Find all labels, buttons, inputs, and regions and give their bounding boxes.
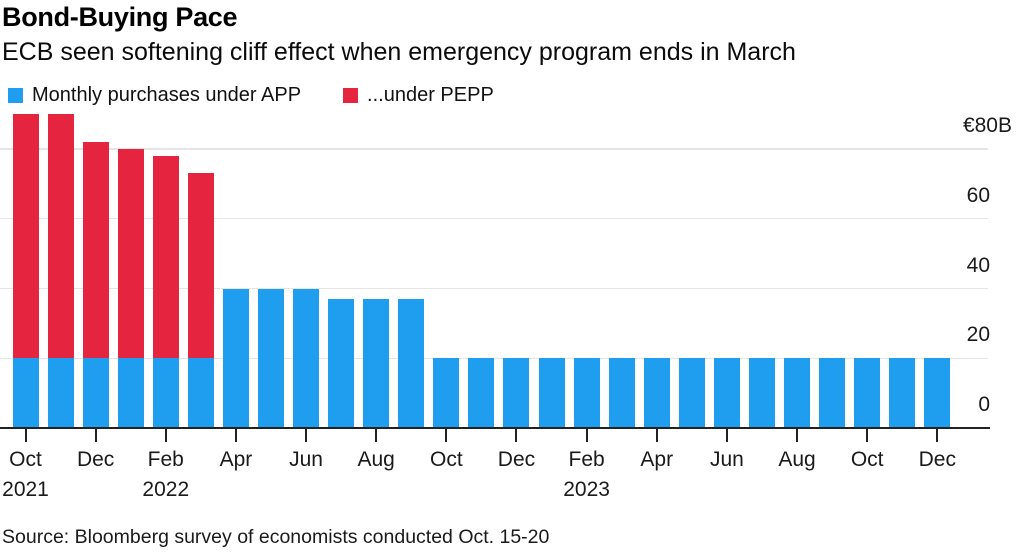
bar-pepp-dec-2021	[82, 142, 109, 359]
bar-pepp-mar-2022	[187, 173, 214, 359]
legend-label-pepp: ...under PEPP	[367, 84, 494, 106]
y-tick-label-60: 60	[966, 183, 990, 207]
x-tick-label: Dec	[918, 448, 956, 471]
x-tick	[655, 429, 658, 442]
bar-app-dec-2023	[924, 358, 951, 428]
legend-swatch-pepp-icon	[343, 88, 359, 103]
bar-app-jun-2023	[713, 358, 740, 428]
x-year-label: 2022	[142, 478, 190, 501]
bar-app-jun-2022	[293, 288, 320, 428]
x-tick-label: Jun	[709, 448, 744, 471]
x-tick	[796, 429, 799, 442]
bar-app-oct-2023	[854, 358, 881, 428]
chart-title: Bond-Buying Pace	[2, 2, 238, 32]
x-tick	[725, 429, 728, 442]
bar-app-oct-2022	[433, 358, 460, 428]
legend-item-app: Monthly purchases under APP	[8, 84, 301, 107]
bar-app-apr-2023	[643, 358, 670, 428]
x-tick	[164, 429, 167, 442]
legend-swatch-app-icon	[8, 88, 23, 103]
bar-app-aug-2022	[363, 298, 390, 428]
x-tick-label: Aug	[778, 448, 816, 471]
source-note: Source: Bloomberg survey of economists c…	[2, 526, 550, 548]
bar-app-jan-2023	[538, 358, 565, 428]
x-tick	[936, 429, 939, 442]
gridline-20	[0, 357, 988, 359]
x-tick	[866, 429, 869, 442]
gridline-80	[0, 148, 988, 150]
x-tick-label: Oct	[429, 448, 463, 471]
legend-label-app: Monthly purchases under APP	[32, 84, 302, 106]
bar-app-sep-2022	[398, 298, 425, 428]
x-tick-label: Oct	[9, 448, 42, 471]
bar-pepp-feb-2022	[152, 155, 179, 359]
bar-app-mar-2022	[187, 358, 214, 428]
legend-item-pepp: ...under PEPP	[343, 84, 494, 107]
bar-app-mar-2023	[608, 358, 635, 428]
chart-subtitle: ECB seen softening cliff effect when eme…	[2, 38, 796, 66]
x-tick	[94, 429, 97, 442]
bar-pepp-nov-2021	[47, 114, 74, 359]
bar-pepp-oct-2021	[12, 114, 39, 359]
x-tick	[585, 429, 588, 442]
x-tick	[375, 429, 378, 442]
bar-app-nov-2022	[468, 358, 495, 428]
y-tick-label-0: 0	[978, 393, 990, 416]
x-tick-label: Feb	[568, 448, 605, 471]
bar-app-dec-2022	[503, 358, 530, 428]
bar-app-feb-2023	[573, 358, 600, 428]
x-tick-label: Aug	[357, 448, 395, 471]
x-tick	[445, 429, 448, 442]
y-tick-label-80: €80B	[962, 114, 1012, 137]
x-tick-label: Apr	[640, 448, 674, 471]
chart-legend: Monthly purchases under APP ...under PEP…	[8, 84, 494, 107]
bar-app-jan-2022	[117, 358, 144, 428]
x-tick	[24, 429, 27, 442]
x-tick-label: Jun	[289, 448, 323, 471]
bar-app-jul-2022	[328, 298, 355, 428]
bar-app-dec-2021	[82, 358, 109, 428]
x-tick	[515, 429, 518, 442]
gridline-40	[0, 287, 988, 290]
bar-app-sep-2023	[819, 358, 846, 428]
y-tick-label-20: 20	[966, 323, 990, 347]
bar-app-nov-2023	[889, 358, 916, 428]
bar-app-nov-2021	[47, 358, 74, 428]
x-year-label: 2021	[2, 478, 49, 501]
x-tick-label: Feb	[147, 448, 184, 471]
x-axis-line	[0, 427, 990, 429]
x-tick-label: Apr	[219, 448, 253, 471]
bar-app-jul-2023	[748, 358, 775, 428]
y-tick-label-40: 40	[966, 253, 990, 277]
bar-app-may-2023	[678, 358, 705, 428]
bar-app-oct-2021	[12, 358, 39, 428]
bar-pepp-jan-2022	[117, 149, 144, 359]
bar-app-aug-2023	[784, 358, 811, 428]
x-year-label: 2023	[563, 478, 610, 501]
x-tick-label: Dec	[497, 448, 536, 471]
x-tick-label: Oct	[850, 448, 884, 471]
gridline-60	[0, 218, 988, 220]
x-tick	[305, 429, 308, 442]
bar-app-may-2022	[257, 288, 284, 428]
x-tick-label: Dec	[76, 448, 115, 471]
bar-app-feb-2022	[152, 358, 179, 428]
x-tick	[234, 429, 237, 442]
bar-app-apr-2022	[222, 288, 249, 428]
